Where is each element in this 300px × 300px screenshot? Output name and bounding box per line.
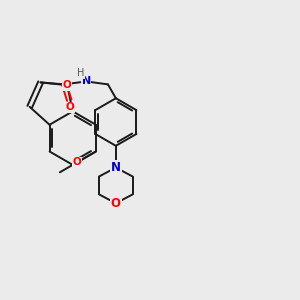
Text: O: O bbox=[63, 80, 71, 90]
Text: O: O bbox=[111, 197, 121, 210]
Text: O: O bbox=[73, 158, 81, 167]
Text: N: N bbox=[111, 161, 121, 174]
Text: H: H bbox=[77, 68, 85, 79]
Text: O: O bbox=[66, 102, 75, 112]
Text: N: N bbox=[82, 76, 91, 86]
